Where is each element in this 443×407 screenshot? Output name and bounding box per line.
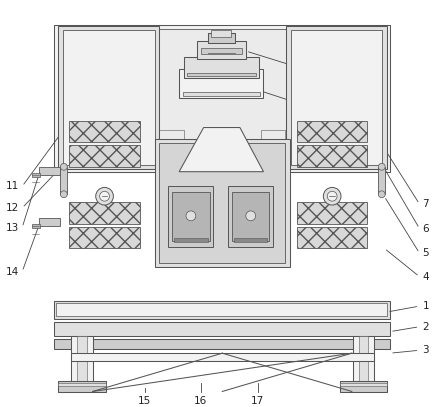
- Text: 2: 2: [423, 322, 429, 332]
- Circle shape: [100, 191, 109, 201]
- Bar: [54, 24, 390, 172]
- Bar: [174, 239, 208, 242]
- Bar: [168, 186, 214, 247]
- Bar: [69, 227, 140, 248]
- Text: 7: 7: [423, 199, 429, 209]
- Circle shape: [60, 191, 67, 198]
- Text: 11: 11: [6, 182, 19, 191]
- Bar: [54, 322, 390, 335]
- Bar: [201, 48, 242, 54]
- Bar: [39, 218, 60, 225]
- Text: 13: 13: [6, 223, 19, 233]
- Text: 6: 6: [423, 223, 429, 234]
- Bar: [58, 26, 159, 169]
- Text: 10: 10: [321, 69, 334, 79]
- Text: 8: 8: [321, 140, 328, 150]
- Circle shape: [378, 191, 385, 198]
- Bar: [359, 335, 369, 383]
- Bar: [211, 31, 231, 37]
- Circle shape: [323, 187, 341, 205]
- Circle shape: [327, 191, 337, 201]
- Bar: [183, 92, 260, 96]
- Bar: [69, 145, 140, 167]
- Text: 15: 15: [138, 396, 152, 406]
- Bar: [297, 145, 368, 167]
- Circle shape: [378, 163, 385, 170]
- Text: 9: 9: [321, 105, 328, 115]
- Bar: [60, 167, 67, 194]
- Polygon shape: [340, 383, 387, 385]
- Bar: [234, 239, 268, 242]
- Bar: [286, 26, 387, 169]
- Bar: [63, 31, 155, 165]
- Bar: [54, 301, 390, 319]
- Circle shape: [60, 163, 67, 170]
- Text: 1: 1: [423, 301, 429, 311]
- Bar: [69, 121, 140, 142]
- Polygon shape: [179, 127, 264, 172]
- Text: 3: 3: [423, 345, 429, 355]
- Bar: [353, 335, 374, 383]
- Bar: [71, 335, 93, 383]
- Bar: [54, 339, 390, 349]
- Bar: [62, 29, 382, 167]
- Bar: [77, 335, 87, 383]
- Bar: [297, 227, 368, 248]
- Bar: [172, 192, 210, 241]
- Bar: [378, 167, 385, 194]
- Bar: [159, 143, 285, 263]
- Bar: [58, 381, 105, 392]
- Bar: [340, 381, 387, 392]
- Bar: [297, 121, 368, 142]
- Text: 5: 5: [423, 248, 429, 258]
- Bar: [32, 173, 40, 177]
- Bar: [184, 57, 259, 79]
- Text: 4: 4: [423, 271, 429, 282]
- Bar: [187, 72, 256, 76]
- Bar: [32, 224, 40, 228]
- Text: 14: 14: [6, 267, 19, 277]
- Bar: [291, 31, 382, 165]
- Bar: [155, 139, 290, 267]
- Bar: [197, 41, 246, 59]
- Bar: [71, 353, 374, 361]
- Bar: [159, 131, 184, 172]
- Bar: [260, 131, 285, 172]
- Circle shape: [246, 211, 256, 221]
- Bar: [297, 202, 368, 224]
- Bar: [179, 69, 264, 98]
- Bar: [39, 167, 60, 175]
- Bar: [69, 202, 140, 224]
- Text: 16: 16: [194, 396, 207, 406]
- Text: 12: 12: [6, 203, 19, 213]
- Polygon shape: [58, 383, 105, 385]
- Bar: [228, 186, 273, 247]
- Bar: [208, 33, 235, 43]
- Circle shape: [186, 211, 196, 221]
- Text: 17: 17: [251, 396, 264, 406]
- Circle shape: [96, 187, 113, 205]
- Bar: [56, 303, 387, 316]
- Bar: [232, 192, 269, 241]
